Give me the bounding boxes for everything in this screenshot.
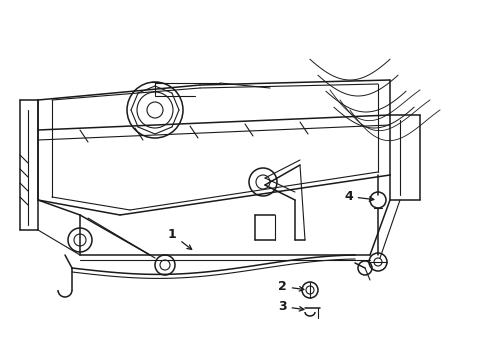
Text: 4: 4 <box>343 190 373 203</box>
Text: 2: 2 <box>278 280 303 293</box>
Text: 3: 3 <box>278 300 303 313</box>
Text: 1: 1 <box>168 228 191 249</box>
